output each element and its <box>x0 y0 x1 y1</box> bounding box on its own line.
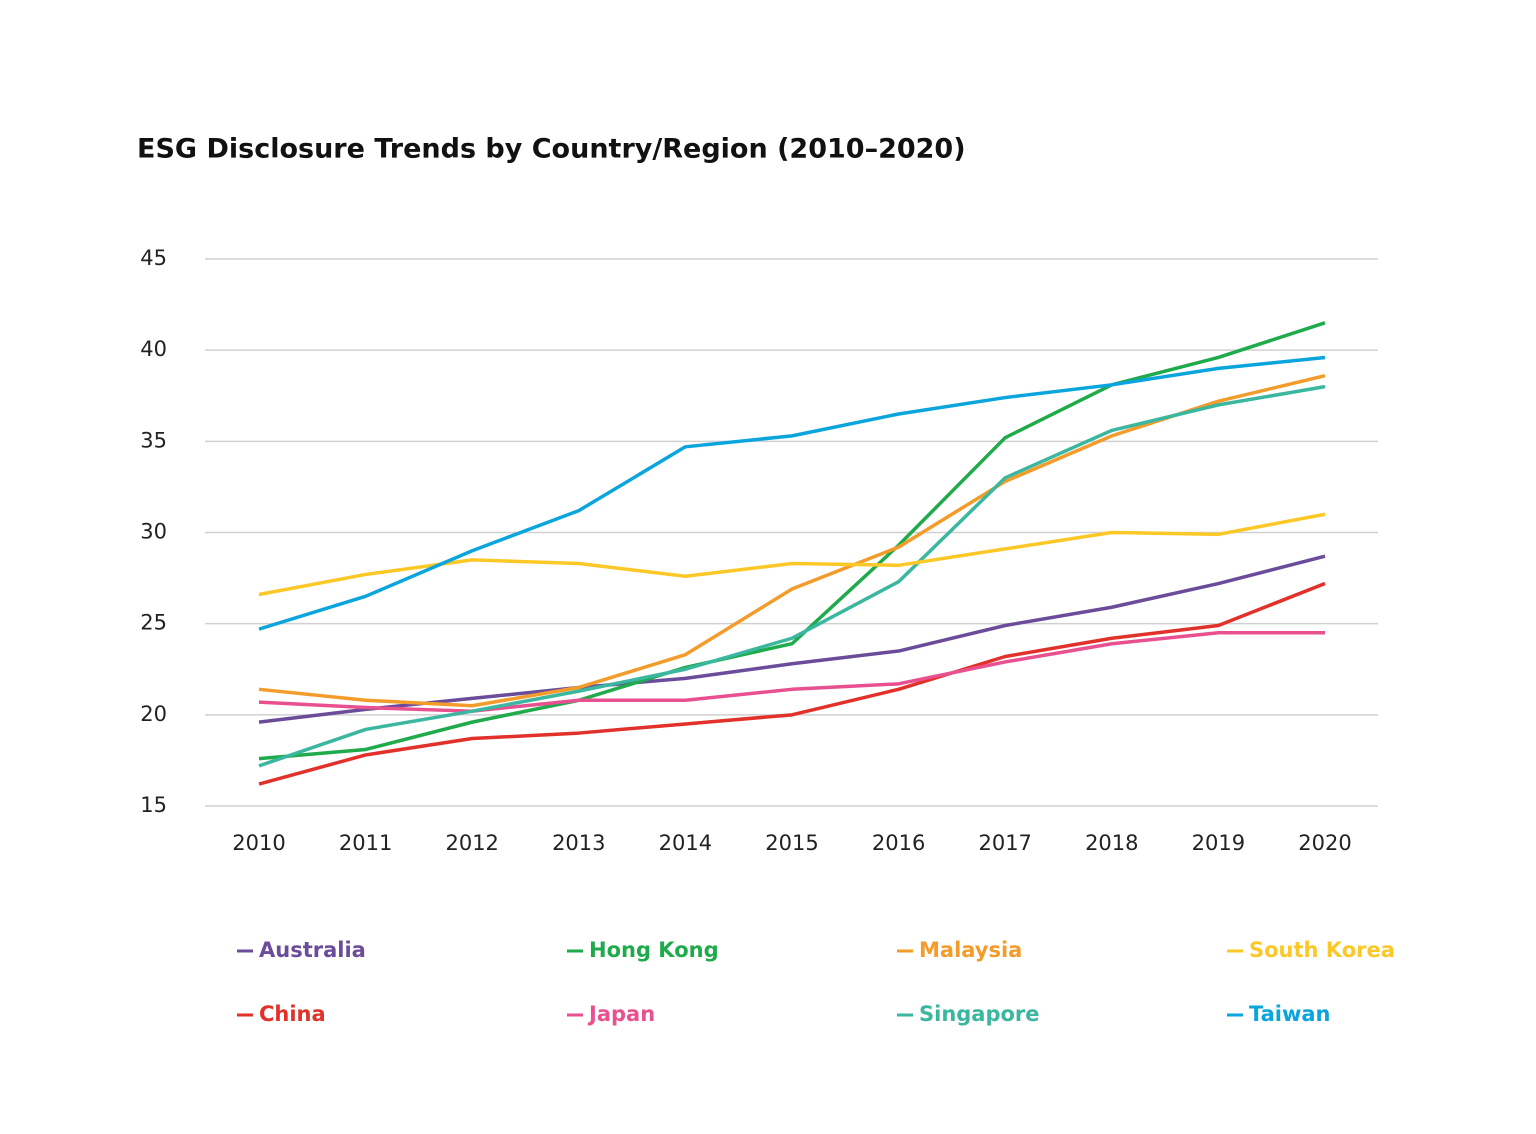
chart-title: ESG Disclosure Trends by Country/Region … <box>137 134 966 165</box>
legend-label: Australia <box>259 938 366 962</box>
legend-label: China <box>259 1002 326 1026</box>
legend-label: Japan <box>587 1002 655 1026</box>
legend-label: Hong Kong <box>589 938 719 962</box>
series-line <box>258 554 1326 724</box>
series-line <box>258 384 1326 768</box>
x-tick-label: 2019 <box>1192 831 1245 855</box>
y-tick-label: 35 <box>140 428 167 452</box>
x-tick-label: 2016 <box>872 831 925 855</box>
x-tick-label: 2020 <box>1298 831 1351 855</box>
series-line <box>258 321 1326 761</box>
legend-label: Taiwan <box>1249 1002 1331 1026</box>
legend-label: Malaysia <box>919 938 1022 962</box>
y-tick-label: 20 <box>140 702 167 726</box>
x-tick-label: 2018 <box>1085 831 1138 855</box>
x-tick-label: 2014 <box>659 831 712 855</box>
series-line <box>258 512 1326 597</box>
x-tick-label: 2012 <box>445 831 498 855</box>
y-tick-label: 45 <box>140 246 167 270</box>
series-line <box>258 373 1326 708</box>
x-tick-label: 2015 <box>765 831 818 855</box>
y-tick-label: 15 <box>140 793 167 817</box>
series-line <box>258 355 1326 631</box>
y-tick-label: 40 <box>140 337 167 361</box>
series-line <box>258 631 1325 713</box>
x-tick-label: 2011 <box>339 831 392 855</box>
y-tick-label: 30 <box>140 520 167 544</box>
x-tick-label: 2017 <box>978 831 1031 855</box>
series-line <box>258 581 1326 786</box>
x-tick-label: 2013 <box>552 831 605 855</box>
legend-label: South Korea <box>1249 938 1395 962</box>
y-tick-label: 25 <box>140 611 167 635</box>
x-tick-label: 2010 <box>232 831 285 855</box>
legend-label: Singapore <box>919 1002 1040 1026</box>
